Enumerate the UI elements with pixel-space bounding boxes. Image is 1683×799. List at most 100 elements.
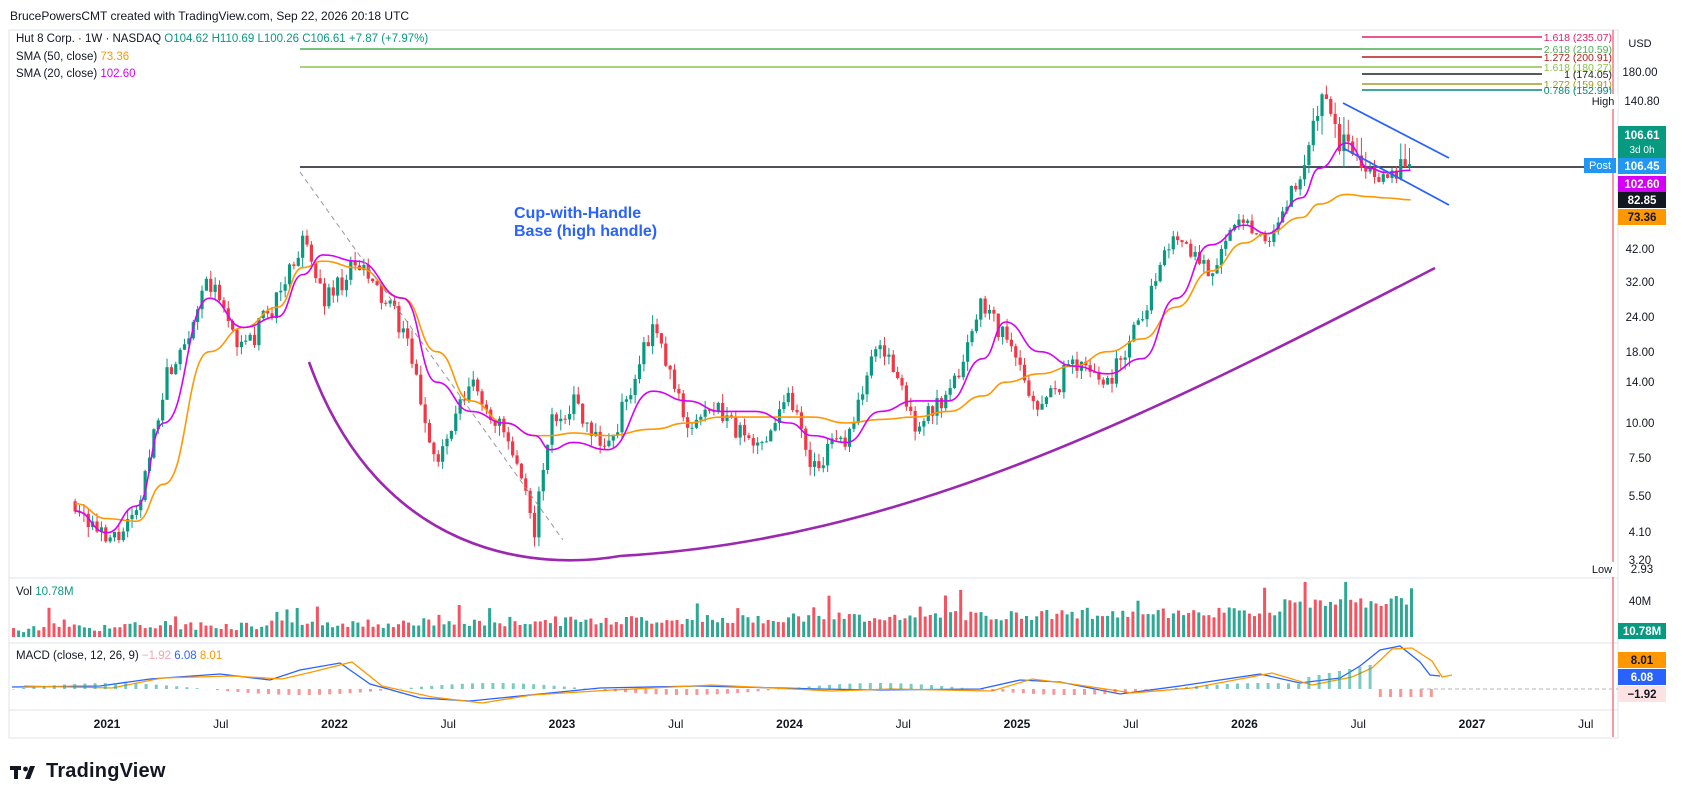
price-candle-body	[1127, 341, 1132, 358]
volume-bar	[726, 622, 730, 637]
price-candle-body	[1097, 372, 1101, 380]
vol-legend: Vol 10.78M	[16, 586, 74, 598]
price-candle-body	[594, 431, 598, 436]
price-candle-body	[379, 285, 383, 303]
volume-bar	[680, 624, 684, 637]
volume-bar	[260, 626, 264, 637]
volume-bar	[462, 623, 466, 637]
price-candle-body	[1311, 120, 1315, 146]
macd-histogram-bar	[1378, 689, 1382, 697]
price-candle-body	[239, 341, 243, 348]
volume-bar	[1222, 612, 1226, 637]
price-candle-body	[174, 364, 178, 375]
volume-bar	[1247, 613, 1251, 637]
volume-bar	[255, 629, 259, 637]
macd-histogram-bar	[1389, 689, 1392, 697]
macd-histogram-bar	[307, 689, 311, 695]
price-candle-body	[108, 537, 112, 542]
volume-bar	[1202, 615, 1206, 637]
price-candle-body	[519, 463, 523, 479]
price-candle-body	[1329, 98, 1333, 114]
chart-canvas[interactable]: 1.618 (235.07)2.618 (210.59)1.272 (200.9…	[0, 0, 1683, 760]
macd-histogram-bar	[1429, 689, 1433, 697]
price-candle-body	[751, 438, 755, 446]
price-candle-body	[948, 388, 952, 395]
fib-level-label: 1.272 (159.91)	[1544, 79, 1612, 91]
annotation-line-2: Base (high handle)	[514, 223, 657, 240]
post-tag-label: Post	[1589, 160, 1611, 172]
macd-histogram-bar	[297, 689, 301, 695]
price-candle-body	[952, 375, 957, 389]
volume-bar	[42, 627, 46, 637]
price-candle-body	[651, 324, 655, 347]
volume-bar	[675, 620, 679, 637]
price-candle-body	[86, 513, 90, 528]
macd-histogram-bar	[879, 683, 882, 689]
volume-bar	[386, 623, 390, 637]
price-candle-body	[471, 379, 475, 387]
volume-bar	[761, 623, 765, 637]
macd-histogram-bar	[848, 683, 852, 689]
price-candle-body	[616, 432, 620, 435]
volume-bar	[1030, 619, 1034, 637]
volume-bar	[280, 620, 284, 637]
price-candle-body	[926, 406, 930, 422]
price-candle-body	[716, 403, 720, 412]
price-candle-body	[449, 430, 453, 439]
volume-bar	[863, 621, 866, 637]
volume-bar	[300, 624, 304, 637]
price-candle-body	[1071, 359, 1075, 365]
high-tag-label: High	[1592, 96, 1615, 108]
close-value: C106.61	[302, 33, 346, 45]
volume-bar	[219, 629, 223, 637]
volume-bar	[290, 622, 294, 637]
volume-bar	[852, 614, 856, 637]
volume-last-tag-bg	[1618, 623, 1666, 639]
time-axis-tick: Jul	[1123, 717, 1138, 731]
volume-bar	[781, 622, 785, 637]
macd-line-value: 6.08	[174, 650, 197, 662]
price-candle-body	[388, 300, 392, 304]
price-candle-body	[839, 437, 843, 440]
price-candle-body	[340, 277, 344, 291]
price-candle-body	[187, 338, 191, 345]
macd-histogram-bar	[481, 683, 485, 689]
macd-histogram-bar	[695, 689, 699, 695]
price-candle-body	[1101, 379, 1105, 385]
price-candle-body	[795, 410, 799, 413]
price-candle-body	[690, 427, 694, 429]
volume-bar	[498, 623, 502, 637]
volume-bar	[736, 608, 740, 637]
price-candle-body	[791, 392, 795, 411]
price-candle-body	[576, 394, 580, 404]
price-candle-body	[506, 432, 510, 442]
volume-bar	[113, 627, 117, 637]
macd-histogram-bar	[1338, 671, 1341, 689]
price-candle-body	[1158, 265, 1162, 282]
time-axis-tick: Jul	[1578, 717, 1593, 731]
macd-histogram-bar	[1042, 689, 1046, 695]
volume-bar	[989, 619, 993, 637]
volume-bar	[665, 620, 669, 637]
volume-bar	[711, 619, 714, 637]
volume-bar	[614, 622, 618, 637]
handle-lower-trendline	[1342, 147, 1450, 206]
macd-histogram-bar	[787, 688, 791, 689]
volume-bar	[685, 618, 689, 637]
volume-bar	[478, 620, 481, 637]
volume-bar	[143, 628, 147, 637]
macd-histogram-bar	[511, 683, 515, 689]
macd-legend: MACD (close, 12, 26, 9) −1.92 6.08 8.01	[16, 650, 222, 662]
price-axis-tick: 180.00	[1622, 67, 1657, 79]
volume-bar	[579, 622, 583, 637]
price-candle-body	[196, 309, 200, 323]
price-axis-tick: 3.20	[1629, 555, 1651, 567]
volume-bar	[457, 605, 461, 637]
macd-histogram-bar	[226, 689, 230, 692]
macd-histogram-bar	[991, 689, 995, 691]
price-candle-body	[1399, 159, 1403, 179]
volume-bar	[164, 621, 167, 637]
macd-histogram-bar	[817, 685, 821, 689]
volume-bar	[366, 619, 370, 637]
volume-bar	[17, 630, 21, 637]
